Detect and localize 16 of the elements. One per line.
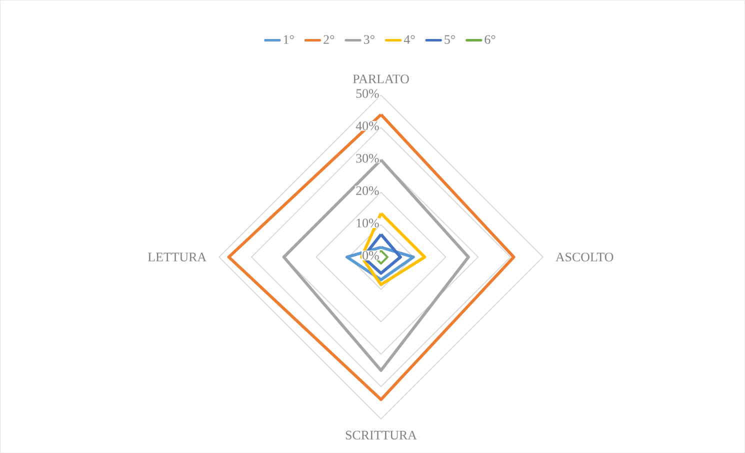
y-tick-label: 0% — [362, 250, 379, 260]
spoke-label: LETTURA — [148, 252, 206, 262]
y-tick-label: 10% — [356, 218, 379, 228]
legend-label: 5° — [444, 35, 455, 44]
legend-label: 4° — [404, 35, 415, 44]
y-tick-label: 30% — [356, 154, 379, 163]
spoke-label: ASCOLTO — [556, 252, 614, 262]
y-tick-label: 50% — [356, 89, 379, 98]
legend-label: 1° — [284, 35, 294, 44]
legend-label: 6° — [484, 35, 496, 44]
legend-label: 3° — [364, 35, 374, 44]
y-tick-label: 40% — [356, 121, 379, 130]
legend-label: 2° — [324, 35, 334, 44]
spoke-label: PARLATO — [352, 74, 409, 84]
spoke-label: SCRITTURA — [346, 430, 417, 440]
y-tick-label: 20% — [356, 186, 379, 195]
